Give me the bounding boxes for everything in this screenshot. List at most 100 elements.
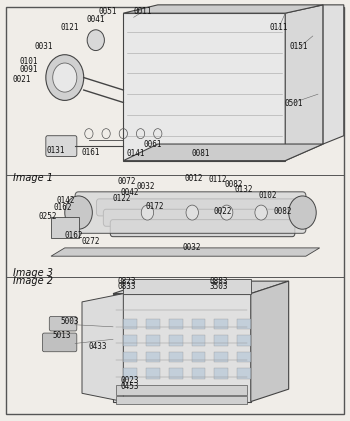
Bar bbox=[237, 335, 251, 346]
Bar bbox=[237, 352, 251, 362]
Text: 0042: 0042 bbox=[121, 188, 139, 197]
Bar bbox=[146, 319, 160, 329]
FancyBboxPatch shape bbox=[97, 199, 309, 216]
Text: 0433: 0433 bbox=[88, 342, 107, 351]
Bar bbox=[169, 352, 183, 362]
Bar bbox=[169, 319, 183, 329]
Circle shape bbox=[46, 55, 84, 100]
Bar bbox=[214, 352, 228, 362]
Text: 0112: 0112 bbox=[209, 175, 227, 184]
Text: 0012: 0012 bbox=[185, 173, 203, 183]
Text: 0091: 0091 bbox=[19, 65, 38, 74]
Polygon shape bbox=[82, 293, 123, 402]
Polygon shape bbox=[123, 13, 285, 161]
Text: 3503: 3503 bbox=[210, 282, 228, 290]
Text: 0021: 0021 bbox=[13, 75, 31, 84]
Text: 5013: 5013 bbox=[52, 331, 71, 341]
Text: 0453: 0453 bbox=[120, 382, 139, 391]
Circle shape bbox=[65, 196, 92, 229]
Polygon shape bbox=[113, 281, 289, 293]
Text: 0141: 0141 bbox=[126, 149, 145, 158]
Bar bbox=[214, 319, 228, 329]
Text: 0142: 0142 bbox=[57, 196, 75, 205]
Bar bbox=[214, 335, 228, 346]
Text: 0272: 0272 bbox=[81, 237, 100, 246]
Text: 0061: 0061 bbox=[144, 139, 162, 149]
Bar bbox=[191, 368, 205, 379]
Polygon shape bbox=[285, 5, 323, 161]
Bar bbox=[117, 385, 247, 395]
Bar bbox=[214, 368, 228, 379]
Text: 0081: 0081 bbox=[191, 149, 210, 158]
Text: 0162: 0162 bbox=[54, 203, 72, 212]
Text: 0131: 0131 bbox=[47, 146, 65, 155]
Text: 0032: 0032 bbox=[182, 243, 201, 253]
Bar bbox=[237, 368, 251, 379]
Text: 0082: 0082 bbox=[273, 207, 292, 216]
Text: 5003: 5003 bbox=[61, 317, 79, 326]
Text: 0082: 0082 bbox=[225, 180, 244, 189]
Text: 0252: 0252 bbox=[39, 212, 57, 221]
Bar bbox=[169, 368, 183, 379]
Circle shape bbox=[289, 196, 316, 229]
Bar bbox=[51, 217, 78, 237]
FancyBboxPatch shape bbox=[75, 192, 306, 233]
Text: 0161: 0161 bbox=[81, 148, 100, 157]
Bar bbox=[191, 352, 205, 362]
Text: 0151: 0151 bbox=[290, 42, 308, 51]
Text: 0132: 0132 bbox=[234, 185, 253, 194]
Circle shape bbox=[186, 205, 198, 220]
Text: 0023: 0023 bbox=[120, 376, 139, 385]
Bar bbox=[117, 396, 247, 404]
Polygon shape bbox=[113, 293, 251, 402]
Circle shape bbox=[87, 30, 104, 51]
Text: Image 2: Image 2 bbox=[13, 276, 53, 286]
Text: 0501: 0501 bbox=[285, 99, 303, 108]
Text: 0051: 0051 bbox=[99, 7, 117, 16]
Bar bbox=[123, 352, 137, 362]
Text: 0883: 0883 bbox=[210, 277, 228, 285]
Bar bbox=[169, 335, 183, 346]
Text: 0111: 0111 bbox=[269, 23, 288, 32]
Polygon shape bbox=[51, 248, 320, 256]
Bar bbox=[123, 319, 137, 329]
FancyBboxPatch shape bbox=[103, 209, 302, 226]
Circle shape bbox=[141, 205, 154, 220]
Polygon shape bbox=[123, 144, 323, 161]
Circle shape bbox=[220, 205, 233, 220]
Text: 0121: 0121 bbox=[61, 23, 79, 32]
Text: 0172: 0172 bbox=[145, 202, 163, 211]
Polygon shape bbox=[251, 281, 289, 402]
Bar bbox=[146, 352, 160, 362]
Circle shape bbox=[255, 205, 267, 220]
Bar bbox=[191, 335, 205, 346]
Text: Image 3: Image 3 bbox=[13, 268, 53, 278]
Polygon shape bbox=[323, 5, 344, 144]
Text: 0032: 0032 bbox=[136, 182, 155, 191]
Polygon shape bbox=[123, 279, 251, 293]
Bar bbox=[191, 319, 205, 329]
Bar bbox=[146, 335, 160, 346]
Text: 0041: 0041 bbox=[86, 15, 105, 24]
FancyBboxPatch shape bbox=[49, 317, 77, 331]
Text: Image 1: Image 1 bbox=[13, 173, 53, 183]
Text: 0101: 0101 bbox=[19, 57, 38, 66]
Text: 0011: 0011 bbox=[133, 7, 152, 16]
Text: 0162: 0162 bbox=[64, 231, 83, 240]
Text: 0102: 0102 bbox=[258, 191, 276, 200]
Polygon shape bbox=[123, 5, 323, 13]
Text: 0072: 0072 bbox=[118, 177, 136, 186]
Text: 0031: 0031 bbox=[35, 42, 53, 51]
FancyBboxPatch shape bbox=[46, 136, 77, 157]
Text: 0122: 0122 bbox=[112, 194, 131, 203]
Bar bbox=[123, 335, 137, 346]
Bar bbox=[237, 319, 251, 329]
FancyBboxPatch shape bbox=[110, 220, 295, 237]
Bar bbox=[146, 368, 160, 379]
Text: 0823: 0823 bbox=[118, 277, 136, 285]
FancyBboxPatch shape bbox=[42, 333, 77, 352]
Text: 0022: 0022 bbox=[213, 207, 232, 216]
Circle shape bbox=[53, 63, 77, 92]
Text: 0833: 0833 bbox=[118, 282, 136, 290]
Bar bbox=[123, 368, 137, 379]
